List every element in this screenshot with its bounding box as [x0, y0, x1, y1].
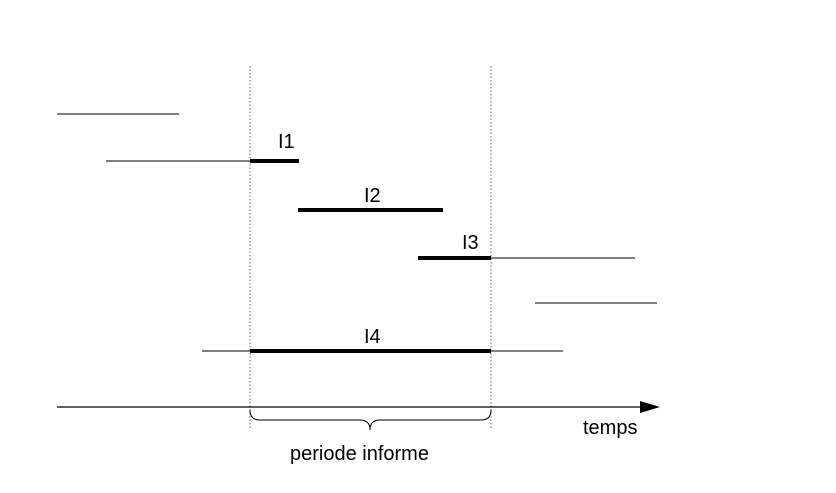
- interval-i1-label: I1: [278, 131, 295, 153]
- time-axis-arrowhead: [640, 401, 660, 413]
- interval-i4-label: I4: [364, 326, 381, 348]
- interval-i3-label: I3: [462, 232, 479, 254]
- time-axis-label: temps: [583, 417, 637, 439]
- period-label: periode informe: [290, 443, 429, 465]
- interval-i2-label: I2: [364, 185, 381, 207]
- period-brace: [249, 409, 492, 431]
